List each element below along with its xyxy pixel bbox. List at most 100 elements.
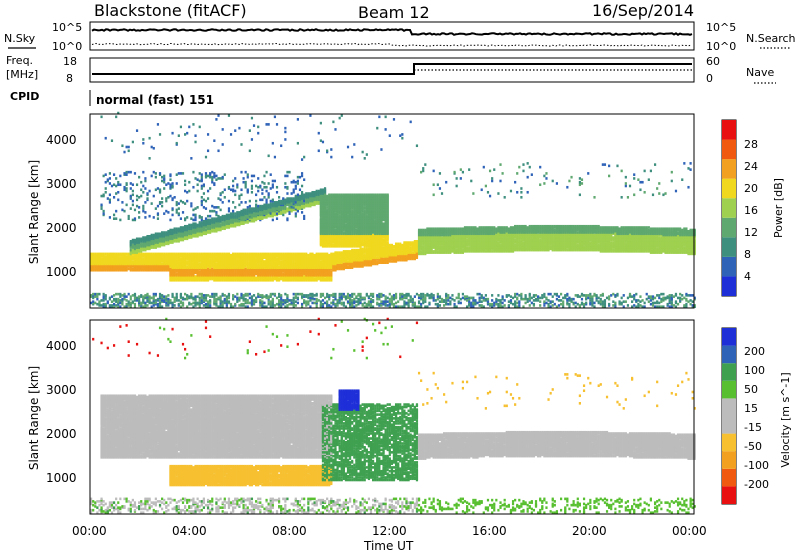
power-cell xyxy=(213,182,215,185)
power-cell xyxy=(307,254,309,257)
power-cell xyxy=(288,299,290,302)
power-cell xyxy=(253,175,255,178)
power-cell xyxy=(157,217,159,220)
power-cell xyxy=(174,253,176,256)
power-cell xyxy=(284,175,286,178)
power-cell xyxy=(159,299,161,302)
power-cell xyxy=(176,204,178,207)
power-cell xyxy=(132,190,134,193)
power-cell xyxy=(142,138,144,141)
power-cell xyxy=(165,253,167,256)
power-cell xyxy=(236,183,238,186)
power-cell xyxy=(261,192,263,195)
power-cell xyxy=(123,186,125,189)
power-cell xyxy=(153,195,155,198)
power-cell xyxy=(326,293,328,296)
power-cell xyxy=(217,264,219,267)
power-cell xyxy=(232,185,234,188)
power-cell xyxy=(215,178,217,181)
power-cell xyxy=(322,299,324,302)
power-cell xyxy=(272,253,274,256)
power-cell xyxy=(339,251,341,254)
power-cell xyxy=(328,304,330,307)
power-cell xyxy=(276,201,278,204)
power-cell xyxy=(222,303,224,306)
power-cell xyxy=(194,134,196,137)
power-cell xyxy=(98,300,100,303)
power-cell xyxy=(343,293,345,296)
frequency-panel: Freq. [MHz] 18 8 60 0 Nave xyxy=(6,54,776,85)
power-cell xyxy=(238,127,240,130)
power-cell xyxy=(126,295,128,298)
power-cell xyxy=(236,259,238,262)
power-cell xyxy=(245,300,247,303)
power-cell xyxy=(326,253,328,256)
power-cell xyxy=(151,234,153,237)
power-cell xyxy=(242,298,244,301)
power-cell xyxy=(136,129,138,132)
power-cell xyxy=(123,151,125,154)
power-cell xyxy=(263,204,265,207)
power-cell xyxy=(305,253,307,256)
power-cell xyxy=(307,294,309,297)
power-cell xyxy=(286,300,288,303)
power-cell xyxy=(242,209,244,212)
power-cell xyxy=(188,224,190,227)
power-cell xyxy=(276,258,278,261)
power-cell xyxy=(148,215,150,218)
power-cell xyxy=(238,197,240,200)
power-cell xyxy=(163,177,165,180)
power-cell xyxy=(134,239,136,242)
power-cell xyxy=(284,186,286,189)
power-cell xyxy=(334,293,336,296)
power-cell xyxy=(121,294,123,297)
power-cell xyxy=(159,295,161,298)
power-cell xyxy=(222,128,224,131)
power-cell xyxy=(228,186,230,189)
power-cell xyxy=(178,253,180,256)
power-cell xyxy=(251,138,253,141)
power-cell xyxy=(268,192,270,195)
power-cell xyxy=(209,219,211,222)
power-cell xyxy=(148,253,150,256)
power-cell xyxy=(330,193,332,196)
power-cell xyxy=(148,235,150,238)
power-cell xyxy=(163,187,165,190)
power-cell xyxy=(291,192,293,195)
power-cell xyxy=(255,206,257,209)
power-cell xyxy=(255,200,257,203)
power-cell xyxy=(103,253,105,256)
power-cell xyxy=(155,299,157,302)
power-cell xyxy=(157,205,159,208)
power-cell xyxy=(217,297,219,300)
power-cell xyxy=(345,193,347,196)
power-cell xyxy=(184,217,186,220)
power-cell xyxy=(305,294,307,297)
power-cell xyxy=(190,303,192,306)
power-cell xyxy=(345,295,347,298)
power-cell xyxy=(255,204,257,207)
power-cell xyxy=(209,215,211,218)
power-cell xyxy=(205,172,207,175)
power-cell xyxy=(161,180,163,183)
power-cell xyxy=(169,268,171,271)
power-cell xyxy=(330,302,332,305)
noise-right-tick-bottom: 10^0 xyxy=(706,40,736,53)
noise-right-tick-top: 10^5 xyxy=(706,21,736,34)
power-cell xyxy=(339,240,341,243)
power-cell xyxy=(117,199,119,202)
power-cell xyxy=(328,254,330,257)
power-cell xyxy=(190,293,192,296)
power-cell xyxy=(286,197,288,200)
power-cell xyxy=(144,177,146,180)
power-cell xyxy=(240,210,242,213)
power-cell xyxy=(182,302,184,305)
power-cell xyxy=(334,128,336,131)
power-cell xyxy=(132,244,134,247)
power-cell xyxy=(113,183,115,186)
power-cell xyxy=(247,206,249,209)
power-cell xyxy=(132,268,134,271)
power-cell xyxy=(136,238,138,241)
power-cell xyxy=(232,201,234,204)
power-cell xyxy=(96,293,98,296)
